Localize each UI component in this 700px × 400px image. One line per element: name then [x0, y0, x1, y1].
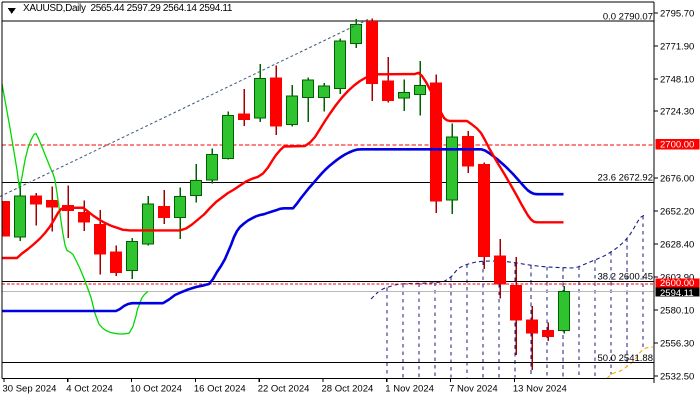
svg-text:2580.10: 2580.10	[660, 306, 694, 317]
svg-text:2603.90: 2603.90	[660, 273, 694, 284]
svg-text:23.6 2672.92: 23.6 2672.92	[598, 173, 653, 184]
svg-text:2652.20: 2652.20	[660, 207, 694, 218]
svg-text:0.0 2790.07: 0.0 2790.07	[603, 11, 653, 22]
svg-text:13 Nov 2024: 13 Nov 2024	[513, 384, 567, 395]
svg-text:2676.00: 2676.00	[660, 174, 694, 185]
svg-text:22 Oct 2024: 22 Oct 2024	[258, 384, 310, 395]
svg-text:16 Oct 2024: 16 Oct 2024	[194, 384, 246, 395]
svg-text:2594.11: 2594.11	[660, 288, 694, 299]
svg-text:2724.30: 2724.30	[660, 107, 694, 118]
svg-text:XAUUSD,Daily 2565.44 2597.29: XAUUSD,Daily 2565.44 2597.29 2564.14 259…	[23, 3, 233, 14]
svg-text:38.2 2600.45: 38.2 2600.45	[598, 272, 653, 283]
svg-text:4 Oct 2024: 4 Oct 2024	[66, 384, 112, 395]
svg-text:2628.40: 2628.40	[660, 240, 694, 251]
svg-text:2556.30: 2556.30	[660, 339, 694, 350]
svg-text:2771.90: 2771.90	[660, 42, 694, 53]
svg-text:10 Oct 2024: 10 Oct 2024	[130, 384, 182, 395]
svg-text:28 Oct 2024: 28 Oct 2024	[322, 384, 374, 395]
svg-text:2795.70: 2795.70	[660, 9, 694, 20]
svg-text:2748.10: 2748.10	[660, 75, 694, 86]
svg-text:30 Sep 2024: 30 Sep 2024	[3, 384, 57, 395]
svg-text:50.0 2541.88: 50.0 2541.88	[598, 353, 653, 364]
svg-text:2532.50: 2532.50	[660, 372, 694, 383]
svg-text:2700.00: 2700.00	[660, 140, 694, 151]
svg-text:7 Nov 2024: 7 Nov 2024	[449, 384, 498, 395]
svg-text:2600.00: 2600.00	[660, 278, 694, 289]
svg-text:1 Nov 2024: 1 Nov 2024	[385, 384, 434, 395]
